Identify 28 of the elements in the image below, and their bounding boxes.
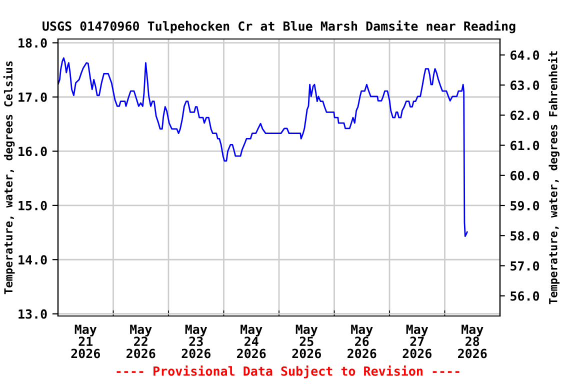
- y2-tick-label: 60.0: [510, 170, 540, 180]
- y2-tick-label: 61.0: [510, 140, 540, 150]
- y2-tick-label: 64.0: [510, 50, 540, 60]
- x-tick-label: May 27 2026: [402, 324, 432, 358]
- y2-tick-label: 63.0: [510, 80, 540, 90]
- y2-tick-label: 57.0: [510, 261, 540, 271]
- line-series: [58, 57, 468, 238]
- y-tick-label: 14.0: [18, 255, 47, 265]
- chart-title: USGS 01470960 Tulpehocken Cr at Blue Marsh Damsite near Reading: [42, 20, 516, 34]
- y-axis-title: Temperature, water, degrees Celsius: [3, 61, 15, 294]
- y2-axis-title: Temperature, water, degrees Fahrenheit: [548, 51, 560, 304]
- x-tick-label: May 28 2026: [458, 324, 487, 358]
- y2-tick-label: 56.0: [510, 291, 540, 301]
- x-tick-label: May 24 2026: [237, 324, 266, 358]
- y2-tick-label: 59.0: [510, 200, 540, 210]
- y-tick-label: 17.0: [18, 92, 47, 102]
- x-tick-label: May 26 2026: [348, 324, 376, 358]
- y-tick-label: 13.0: [18, 309, 47, 319]
- x-tick-label: May 25 2026: [292, 324, 321, 358]
- y-tick-label: 18.0: [18, 38, 47, 48]
- y2-tick-label: 58.0: [510, 231, 540, 241]
- text: ---- Provisional Data Subject to Revision ----: [116, 365, 460, 378]
- x-tick-label: May 21 2026: [71, 324, 100, 358]
- y-tick-label: 16.0: [18, 146, 47, 156]
- y-tick-label: 15.0: [18, 200, 47, 210]
- y2-tick-label: 62.0: [510, 110, 540, 120]
- x-tick-label: May 23 2026: [182, 324, 210, 358]
- x-tick-label: May 22 2026: [126, 324, 156, 358]
